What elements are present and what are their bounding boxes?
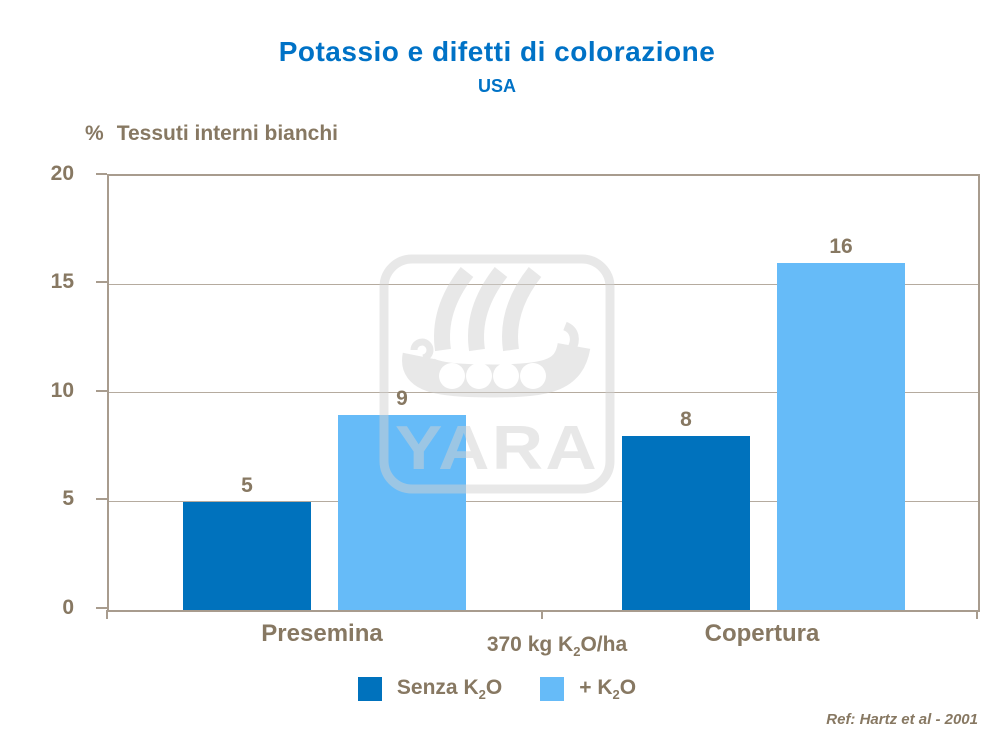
x-category-label-copertura: Copertura (704, 620, 820, 647)
y-axis-title: % Tessuti interni bianchi (85, 122, 338, 146)
y-tick-mark (96, 390, 107, 392)
gridline-15 (109, 283, 978, 285)
y-tick-label-0: 0 (62, 596, 74, 619)
bar-copertura-piu-k2o: 16 (777, 235, 905, 610)
chart-subtitle: USA (477, 76, 516, 96)
y-tick-label-10: 10 (50, 379, 74, 402)
dosage-note-post: O/ha (580, 633, 628, 656)
legend-swatch-senza-k2o (357, 677, 382, 702)
ship-prow-icon (562, 321, 579, 353)
legend: Senza K2O + K2O (0, 676, 994, 702)
bar-presemina-piu-k2o: 9 (338, 387, 466, 610)
ship-sail-icon (502, 267, 542, 352)
bar-presemina-senza-k2o: 5 (183, 474, 311, 610)
x-tick-mark (976, 610, 978, 619)
legend-swatch-piu-k2o (540, 677, 565, 702)
y-tick-label-20: 20 (50, 162, 74, 185)
gridline-5 (109, 500, 978, 502)
watermark-frame (379, 254, 615, 494)
yara-logo-watermark: YARA (379, 254, 615, 494)
bar-value-label: 5 (241, 473, 253, 497)
watermark-brand-text: YARA (395, 414, 599, 483)
y-axis-unit: % (85, 122, 104, 145)
y-axis-title-text: Tessuti interni bianchi (116, 122, 338, 145)
dosage-note-sub: 2 (573, 644, 581, 660)
y-tick-label-15: 15 (50, 270, 74, 293)
plot-area: 5 9 8 16 YARA (107, 174, 980, 612)
x-tick-mark (541, 610, 543, 619)
bar-value-label: 9 (396, 386, 408, 410)
x-tick-mark (106, 610, 108, 619)
legend-label-piu-k2o: + K2O (579, 676, 637, 703)
bar-value-label: 8 (680, 408, 692, 432)
y-tick-label-5: 5 (62, 487, 74, 510)
legend-item-piu-k2o: + K2O (540, 676, 636, 702)
y-tick-mark (96, 173, 107, 175)
y-tick-mark (96, 498, 107, 500)
legend-item-senza-k2o: Senza K2O (357, 676, 503, 703)
ship-hull-icon (402, 342, 591, 398)
ship-sail-icon (468, 267, 508, 352)
x-category-label-presemina: Presemina (261, 620, 383, 647)
dosage-note-pre: 370 kg K (486, 633, 574, 656)
bar-copertura-senza-k2o: 8 (622, 408, 750, 610)
chart-title: Potassio e difetti di colorazione (278, 36, 716, 67)
dosage-note: 370 kg K2O/ha (437, 633, 677, 659)
bar-value-label: 16 (829, 234, 853, 258)
ship-stern-curl-icon (410, 338, 434, 362)
y-tick-mark (96, 607, 107, 609)
y-tick-mark (96, 281, 107, 283)
ship-sail-icon (434, 267, 474, 352)
legend-label-senza-k2o: Senza K2O (396, 676, 503, 703)
reference-note: Ref: Hartz et al - 2001 (826, 711, 978, 728)
ship-shields-icon (439, 363, 546, 389)
